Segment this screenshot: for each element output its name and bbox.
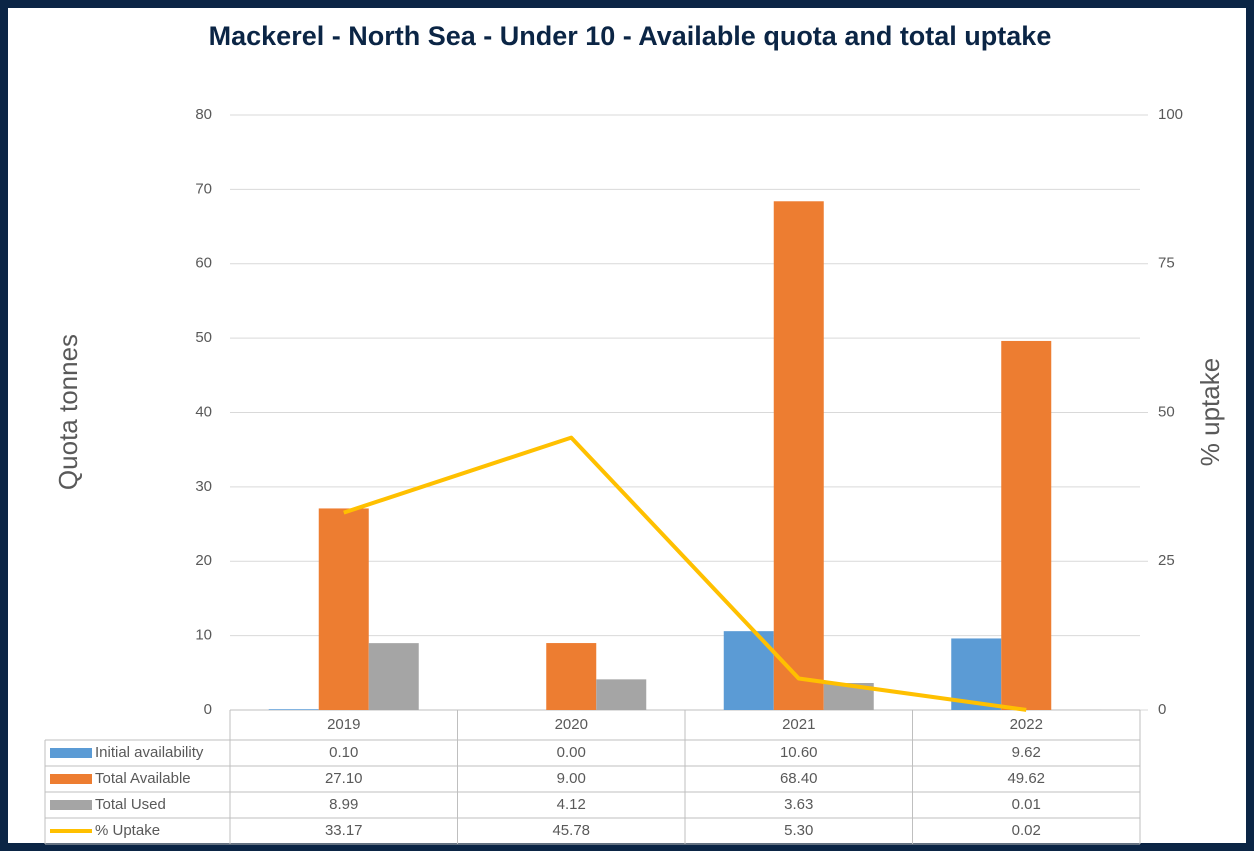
y-tick-label: 60 xyxy=(195,255,212,272)
table-value: 9.00 xyxy=(557,770,586,787)
table-value: 8.99 xyxy=(329,796,358,813)
table-value: 10.60 xyxy=(780,744,818,761)
bar xyxy=(268,709,319,710)
bar xyxy=(773,201,824,710)
y2-tick-label: 75 xyxy=(1158,255,1175,272)
x-tick-label: 2021 xyxy=(782,716,815,733)
bar xyxy=(951,638,1002,710)
table-value: 3.63 xyxy=(784,796,813,813)
line-series xyxy=(343,435,1027,712)
y-tick-label: 10 xyxy=(195,627,212,644)
bar xyxy=(596,679,647,710)
table-value: 68.40 xyxy=(780,770,818,787)
table-value: 0.01 xyxy=(1012,796,1041,813)
table-value: 4.12 xyxy=(557,796,586,813)
y2-tick-label: 25 xyxy=(1158,552,1175,569)
legend-label: % Uptake xyxy=(95,822,160,839)
chart-title: Mackerel - North Sea - Under 10 - Availa… xyxy=(208,21,1052,51)
bar xyxy=(546,643,597,710)
y2-tick-label: 0 xyxy=(1158,701,1166,718)
y2-axis-label: % uptake xyxy=(1195,358,1225,466)
table-value: 49.62 xyxy=(1007,770,1045,787)
x-tick-label: 2022 xyxy=(1010,716,1043,733)
table-value: 0.02 xyxy=(1012,822,1041,839)
bar xyxy=(1001,340,1052,710)
y2-tick-label: 50 xyxy=(1158,403,1175,420)
y-axis-label: Quota tonnes xyxy=(53,334,83,490)
legend-label: Initial availability xyxy=(95,744,204,761)
table-value: 5.30 xyxy=(784,822,813,839)
y-tick-label: 70 xyxy=(195,180,212,197)
y-tick-label: 50 xyxy=(195,329,212,346)
y-tick-label: 30 xyxy=(195,478,212,495)
x-tick-label: 2020 xyxy=(555,716,588,733)
legend-label: Total Used xyxy=(95,796,166,813)
table-value: 9.62 xyxy=(1012,744,1041,761)
legend-label: Total Available xyxy=(95,770,191,787)
table-value: 33.17 xyxy=(325,822,363,839)
bar xyxy=(368,643,419,710)
y2-tick-label: 100 xyxy=(1158,106,1183,123)
bar xyxy=(318,508,369,710)
y-tick-label: 80 xyxy=(195,106,212,123)
table-value: 0.10 xyxy=(329,744,358,761)
table-value: 45.78 xyxy=(552,822,590,839)
y-tick-label: 0 xyxy=(204,701,212,718)
legend-key xyxy=(50,774,92,784)
y-tick-label: 40 xyxy=(195,403,212,420)
table-value: 27.10 xyxy=(325,770,363,787)
legend-key xyxy=(50,800,92,810)
legend-key xyxy=(50,748,92,758)
table-value: 0.00 xyxy=(557,744,586,761)
y-tick-label: 20 xyxy=(195,552,212,569)
x-tick-label: 2019 xyxy=(327,716,360,733)
